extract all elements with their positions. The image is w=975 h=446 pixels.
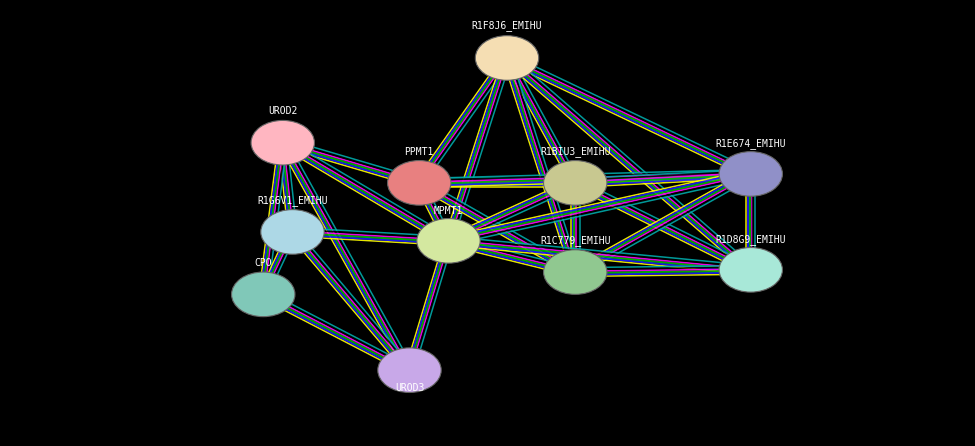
Text: R1G6V1_EMIHU: R1G6V1_EMIHU (257, 195, 328, 206)
Ellipse shape (261, 210, 324, 254)
Ellipse shape (544, 250, 606, 294)
Text: R1BIU3_EMIHU: R1BIU3_EMIHU (540, 146, 610, 157)
Ellipse shape (417, 219, 480, 263)
Ellipse shape (388, 161, 450, 205)
Ellipse shape (252, 120, 314, 165)
Ellipse shape (720, 152, 782, 196)
Text: UROD2: UROD2 (268, 106, 297, 116)
Text: CPO: CPO (254, 259, 272, 268)
Text: R1C779_EMIHU: R1C779_EMIHU (540, 235, 610, 246)
Ellipse shape (544, 161, 606, 205)
Text: R1D8G9_EMIHU: R1D8G9_EMIHU (716, 235, 786, 245)
Text: R1F8J6_EMIHU: R1F8J6_EMIHU (472, 21, 542, 31)
Ellipse shape (720, 248, 782, 292)
Text: MPMT1: MPMT1 (434, 206, 463, 216)
Ellipse shape (476, 36, 538, 80)
Text: UROD3: UROD3 (395, 384, 424, 393)
Ellipse shape (232, 272, 294, 317)
Ellipse shape (378, 348, 441, 392)
Text: PPMT1: PPMT1 (405, 147, 434, 157)
Text: R1E674_EMIHU: R1E674_EMIHU (716, 139, 786, 149)
